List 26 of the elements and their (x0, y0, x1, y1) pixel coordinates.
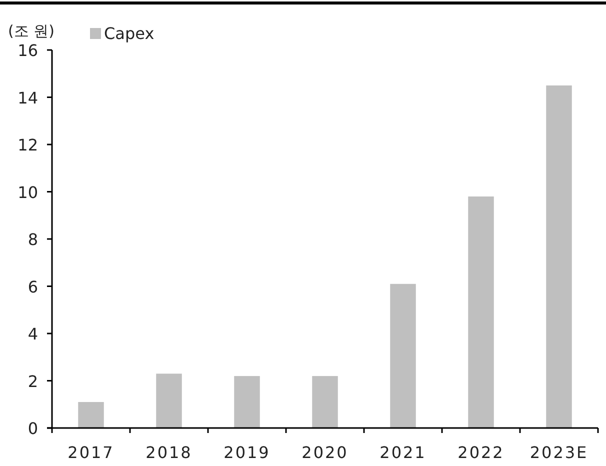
x-tick-label: 2018 (146, 443, 192, 462)
y-tick-label: 0 (28, 419, 38, 438)
y-tick-label: 2 (28, 372, 38, 391)
y-axis-title: (조 원) (8, 22, 54, 40)
y-tick-label: 8 (28, 230, 38, 249)
x-tick-label: 2020 (302, 443, 348, 462)
x-tick-label: 2019 (224, 443, 270, 462)
x-tick-label: 2023E (530, 443, 588, 462)
bar (78, 402, 104, 428)
y-tick-label: 10 (18, 182, 38, 202)
y-tick-label: 16 (18, 41, 38, 60)
x-tick-label: 2017 (68, 443, 114, 462)
legend: Capex (90, 24, 154, 43)
bar (312, 376, 338, 428)
legend-label: Capex (104, 24, 154, 43)
y-tick-label: 12 (18, 136, 38, 154)
bar (468, 196, 494, 428)
bar (390, 284, 416, 428)
x-tick-label: 2022 (458, 443, 504, 462)
x-tick-label: 2021 (380, 443, 426, 462)
bar (234, 376, 260, 428)
bar (156, 374, 182, 428)
bar (546, 85, 572, 428)
y-tick-label: 6 (28, 277, 38, 296)
y-tick-label: 14 (18, 88, 38, 108)
y-tick-label: 4 (28, 324, 38, 344)
